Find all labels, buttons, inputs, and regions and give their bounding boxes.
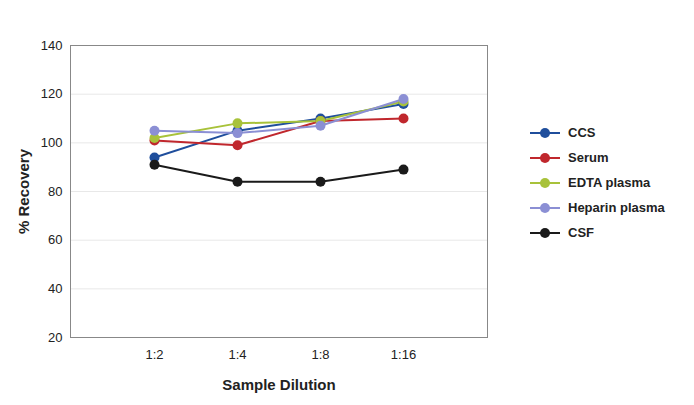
svg-text:Sample Dilution: Sample Dilution (222, 376, 335, 393)
html-text:CCS: CCS (568, 125, 596, 140)
html-text:Serum: Serum (568, 150, 609, 165)
svg-text:1:4: 1:4 (228, 347, 246, 362)
svg-text:1:16: 1:16 (391, 347, 416, 362)
svg-text:40: 40 (48, 281, 62, 296)
svg-text:% Recovery: % Recovery (15, 148, 32, 234)
svg-text:120: 120 (41, 86, 63, 101)
html-text:EDTA plasma: EDTA plasma (568, 175, 651, 190)
svg-text:140: 140 (41, 38, 63, 53)
html-text:Heparin plasma: Heparin plasma (568, 200, 665, 215)
svg-text:80: 80 (48, 184, 62, 199)
svg-text:1:2: 1:2 (145, 347, 163, 362)
svg-text:20: 20 (48, 330, 62, 345)
html-text:CSF: CSF (568, 225, 594, 240)
svg-text:100: 100 (41, 135, 63, 150)
svg-text:60: 60 (48, 232, 62, 247)
svg-text:1:8: 1:8 (311, 347, 329, 362)
